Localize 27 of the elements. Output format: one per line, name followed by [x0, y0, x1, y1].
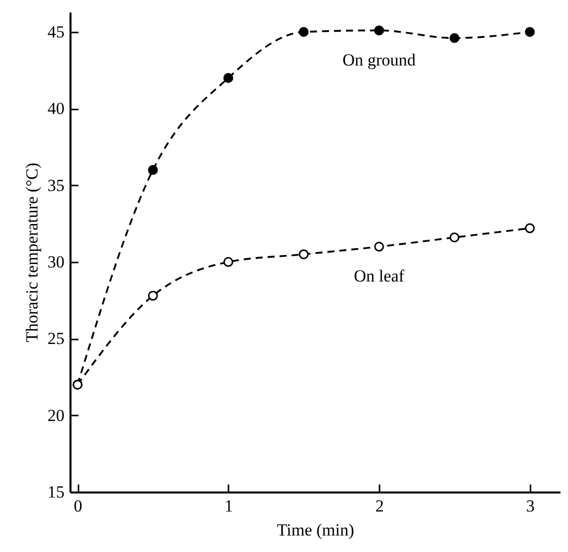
x-tick-label: 0: [74, 496, 82, 516]
y-tick-label: 45: [48, 22, 64, 42]
y-tick-label: 15: [48, 482, 64, 502]
point: [524, 27, 535, 37]
point: [298, 249, 309, 260]
point: [148, 165, 158, 175]
y-tick-label: 40: [48, 99, 64, 118]
x-tick-label: 1: [224, 496, 234, 516]
point: [298, 27, 309, 37]
x-axis-title: Time (min): [276, 520, 354, 540]
y-tick-label: 30: [48, 252, 64, 272]
y-tick-label: 20: [48, 406, 64, 425]
y-axis-title: Thoracic temperature (°C): [22, 162, 42, 342]
y-tick-label: 25: [48, 329, 64, 348]
point: [450, 33, 460, 43]
series-label: On ground: [342, 50, 416, 70]
x-tick-label: 3: [526, 496, 535, 516]
point: [148, 290, 158, 301]
point: [374, 242, 384, 252]
point: [450, 232, 460, 242]
y-tick-label: 35: [48, 176, 64, 195]
point: [223, 73, 234, 83]
point: [223, 257, 234, 267]
point: [374, 25, 384, 36]
point: [524, 223, 535, 234]
series-label: On leaf: [354, 266, 405, 286]
x-tick-label: 2: [375, 496, 384, 516]
